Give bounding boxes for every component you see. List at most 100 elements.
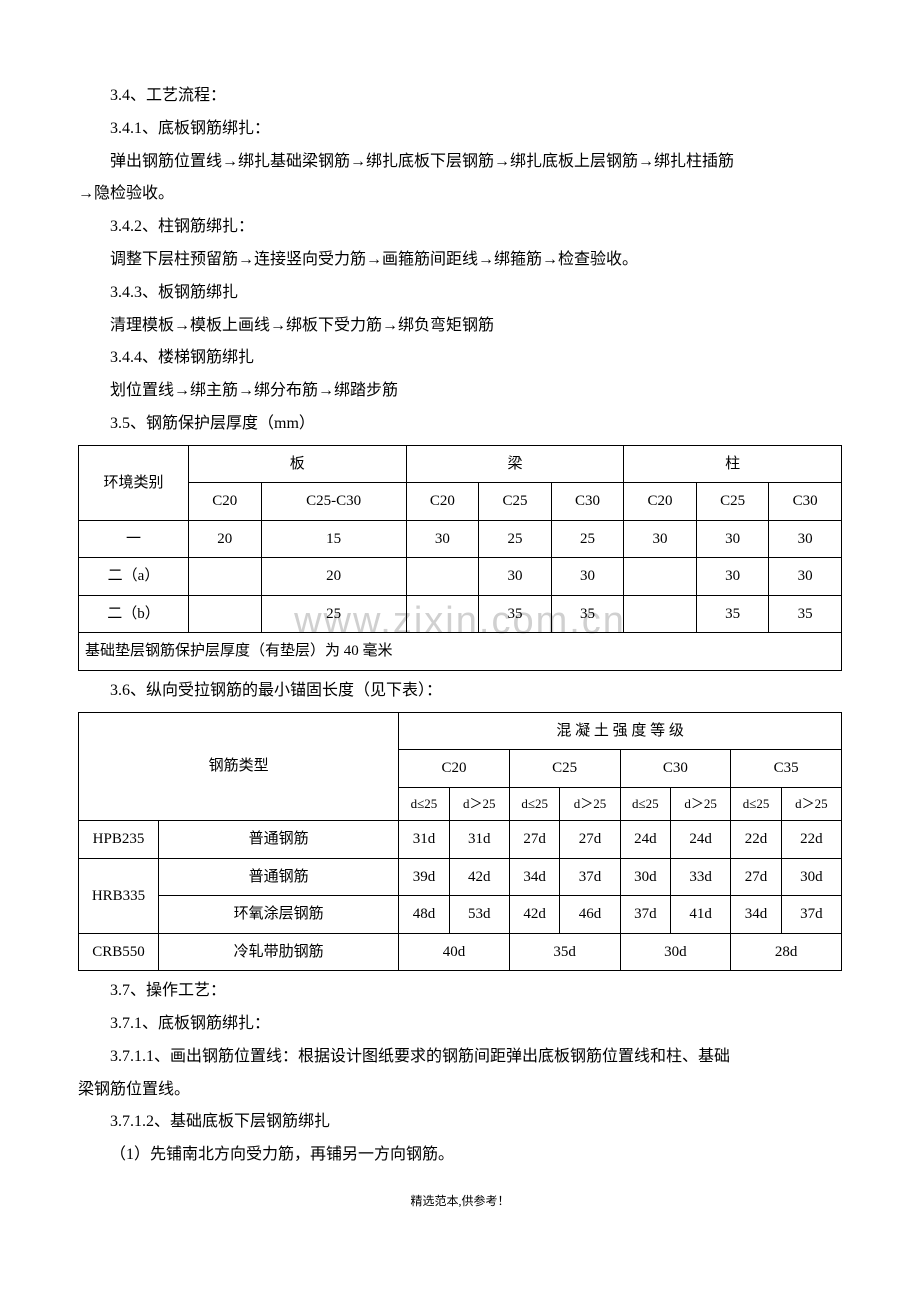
t1-r2-label: 二（b） xyxy=(79,595,189,633)
t2-r3-m0: 40d xyxy=(399,933,510,971)
t2-d-6: d≤25 xyxy=(731,787,782,821)
t2-h-grade: 混 凝 土 强 度 等 级 xyxy=(399,712,842,750)
t2-r0-c6: 22d xyxy=(731,821,782,859)
t2-r1-type: HRB335 xyxy=(79,858,159,933)
t2-r0-name: 普通钢筋 xyxy=(159,821,399,859)
t1-r1-c0 xyxy=(189,558,262,596)
t1-r0-c0: 20 xyxy=(189,520,262,558)
t2-r0-c4: 24d xyxy=(620,821,671,859)
t1-r0-label: 一 xyxy=(79,520,189,558)
t1-h-column: 柱 xyxy=(624,445,842,483)
t1-r2-c2 xyxy=(406,595,479,633)
t2-r1-c3: 37d xyxy=(560,858,620,896)
t1-h-beam: 梁 xyxy=(406,445,624,483)
t1-r0-c2: 30 xyxy=(406,520,479,558)
t1-r1-c7: 30 xyxy=(769,558,842,596)
t2-r1-c1: 42d xyxy=(449,858,509,896)
t1-r0-c3: 25 xyxy=(479,520,552,558)
t2-h-type: 钢筋类型 xyxy=(79,712,399,821)
para-3-4-1: 3.4.1、底板钢筋绑扎： xyxy=(78,113,842,146)
t2-r3-type: CRB550 xyxy=(79,933,159,971)
t2-d-3: d＞25 xyxy=(560,787,620,821)
t2-r1-c7: 30d xyxy=(781,858,841,896)
para-3-4-3: 3.4.3、板钢筋绑扎 xyxy=(78,277,842,310)
t1-r1-c3: 30 xyxy=(479,558,552,596)
t1-r1-c2 xyxy=(406,558,479,596)
t2-r1-c5: 33d xyxy=(671,858,731,896)
t1-h-env: 环境类别 xyxy=(79,445,189,520)
para-3-4-4-flow: 划位置线→绑主筋→绑分布筋→绑踏步筋 xyxy=(78,375,842,408)
t2-r1-c4: 30d xyxy=(620,858,671,896)
t2-r2-c7: 37d xyxy=(781,896,841,934)
para-3-7-1-2-1: （1）先铺南北方向受力筋，再铺另一方向钢筋。 xyxy=(78,1139,842,1172)
para-3-7-1-1-b: 梁钢筋位置线。 xyxy=(78,1074,842,1107)
t2-r1-name: 普通钢筋 xyxy=(159,858,399,896)
para-3-7-1: 3.7.1、底板钢筋绑扎： xyxy=(78,1008,842,1041)
t2-r2-c0: 48d xyxy=(399,896,450,934)
t1-r2-c1: 25 xyxy=(261,595,406,633)
t2-r2-c3: 46d xyxy=(560,896,620,934)
t2-r0-c5: 24d xyxy=(671,821,731,859)
t2-r0-c7: 22d xyxy=(781,821,841,859)
para-3-4-1-flow-b: →隐检验收。 xyxy=(78,178,842,211)
t2-d-2: d≤25 xyxy=(509,787,560,821)
t2-r3-m2: 30d xyxy=(620,933,731,971)
t1-r0-c4: 25 xyxy=(551,520,624,558)
t1-r2-c7: 35 xyxy=(769,595,842,633)
cover-thickness-table: 环境类别 板 梁 柱 C20 C25-C30 C20 C25 C30 C20 C… xyxy=(78,445,842,671)
t2-r2-c6: 34d xyxy=(731,896,782,934)
t1-sh-4: C30 xyxy=(551,483,624,521)
t2-r3-m3: 28d xyxy=(731,933,842,971)
t1-r1-label: 二（a） xyxy=(79,558,189,596)
t2-r3-name: 冷轧带肋钢筋 xyxy=(159,933,399,971)
t1-r0-c6: 30 xyxy=(696,520,769,558)
t2-d-5: d＞25 xyxy=(671,787,731,821)
t2-d-4: d≤25 xyxy=(620,787,671,821)
t2-r0-type: HPB235 xyxy=(79,821,159,859)
t1-sh-5: C20 xyxy=(624,483,697,521)
t1-r0-c5: 30 xyxy=(624,520,697,558)
para-3-4-2: 3.4.2、柱钢筋绑扎： xyxy=(78,211,842,244)
t2-d-7: d＞25 xyxy=(781,787,841,821)
t2-d-1: d＞25 xyxy=(449,787,509,821)
t1-sh-0: C20 xyxy=(189,483,262,521)
t1-r2-c6: 35 xyxy=(696,595,769,633)
t1-r0-c1: 15 xyxy=(261,520,406,558)
para-3-4: 3.4、工艺流程： xyxy=(78,80,842,113)
anchorage-length-table: 钢筋类型 混 凝 土 强 度 等 级 C20 C25 C30 C35 d≤25 … xyxy=(78,712,842,972)
t2-r2-name: 环氧涂层钢筋 xyxy=(159,896,399,934)
t1-r1-c4: 30 xyxy=(551,558,624,596)
t1-r2-c3: 35 xyxy=(479,595,552,633)
t1-h-slab: 板 xyxy=(189,445,407,483)
para-3-4-1-flow-a: 弹出钢筋位置线→绑扎基础梁钢筋→绑扎底板下层钢筋→绑扎底板上层钢筋→绑扎柱插筋 xyxy=(78,146,842,179)
t2-r1-c6: 27d xyxy=(731,858,782,896)
para-3-7-1-2: 3.7.1.2、基础底板下层钢筋绑扎 xyxy=(78,1106,842,1139)
page-footer: 精选范本,供参考！ xyxy=(78,1190,842,1213)
para-3-5: 3.5、钢筋保护层厚度（mm） xyxy=(78,408,842,441)
t2-g-2: C30 xyxy=(620,750,731,788)
t2-r0-c1: 31d xyxy=(449,821,509,859)
para-3-6: 3.6、纵向受拉钢筋的最小锚固长度（见下表）： xyxy=(78,675,842,708)
t1-sh-6: C25 xyxy=(696,483,769,521)
t2-r1-c2: 34d xyxy=(509,858,560,896)
para-3-4-4: 3.4.4、楼梯钢筋绑扎 xyxy=(78,342,842,375)
t2-r3-m1: 35d xyxy=(509,933,620,971)
t1-r1-c1: 20 xyxy=(261,558,406,596)
t1-sh-2: C20 xyxy=(406,483,479,521)
t1-sh-1: C25-C30 xyxy=(261,483,406,521)
t2-d-0: d≤25 xyxy=(399,787,450,821)
t2-r2-c2: 42d xyxy=(509,896,560,934)
t2-g-0: C20 xyxy=(399,750,510,788)
t2-g-1: C25 xyxy=(509,750,620,788)
t2-r0-c0: 31d xyxy=(399,821,450,859)
para-3-7-1-1-a: 3.7.1.1、画出钢筋位置线：根据设计图纸要求的钢筋间距弹出底板钢筋位置线和柱… xyxy=(78,1041,842,1074)
t1-r2-c4: 35 xyxy=(551,595,624,633)
t1-sh-3: C25 xyxy=(479,483,552,521)
t1-sh-7: C30 xyxy=(769,483,842,521)
t1-r0-c7: 30 xyxy=(769,520,842,558)
t1-r2-c0 xyxy=(189,595,262,633)
t1-r1-c6: 30 xyxy=(696,558,769,596)
t1-footer: 基础垫层钢筋保护层厚度（有垫层）为 40 毫米 xyxy=(79,633,842,671)
t2-r2-c1: 53d xyxy=(449,896,509,934)
para-3-7: 3.7、操作工艺： xyxy=(78,975,842,1008)
